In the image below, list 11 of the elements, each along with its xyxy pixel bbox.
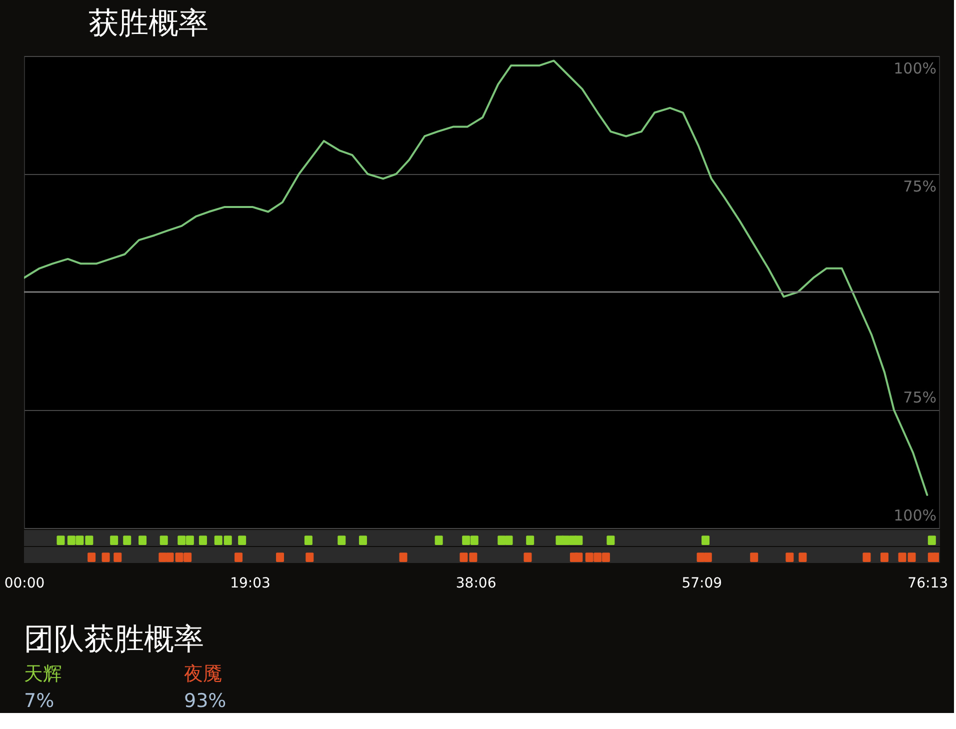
text: 7% — [24, 690, 54, 712]
text: 93% — [184, 690, 226, 712]
x-tick-label: 38:06 — [456, 576, 496, 592]
x-tick-label: 57:09 — [682, 576, 722, 592]
text: 团队获胜概率 — [24, 622, 204, 657]
chart-title: 获胜概率 — [88, 6, 208, 41]
x-tick-label: 76:13 — [908, 576, 948, 592]
x-tick-label: 19:03 — [230, 576, 270, 592]
text: 夜魇 — [184, 663, 222, 685]
text: 天辉 — [24, 663, 62, 685]
x-tick-label: 00:00 — [4, 576, 45, 592]
